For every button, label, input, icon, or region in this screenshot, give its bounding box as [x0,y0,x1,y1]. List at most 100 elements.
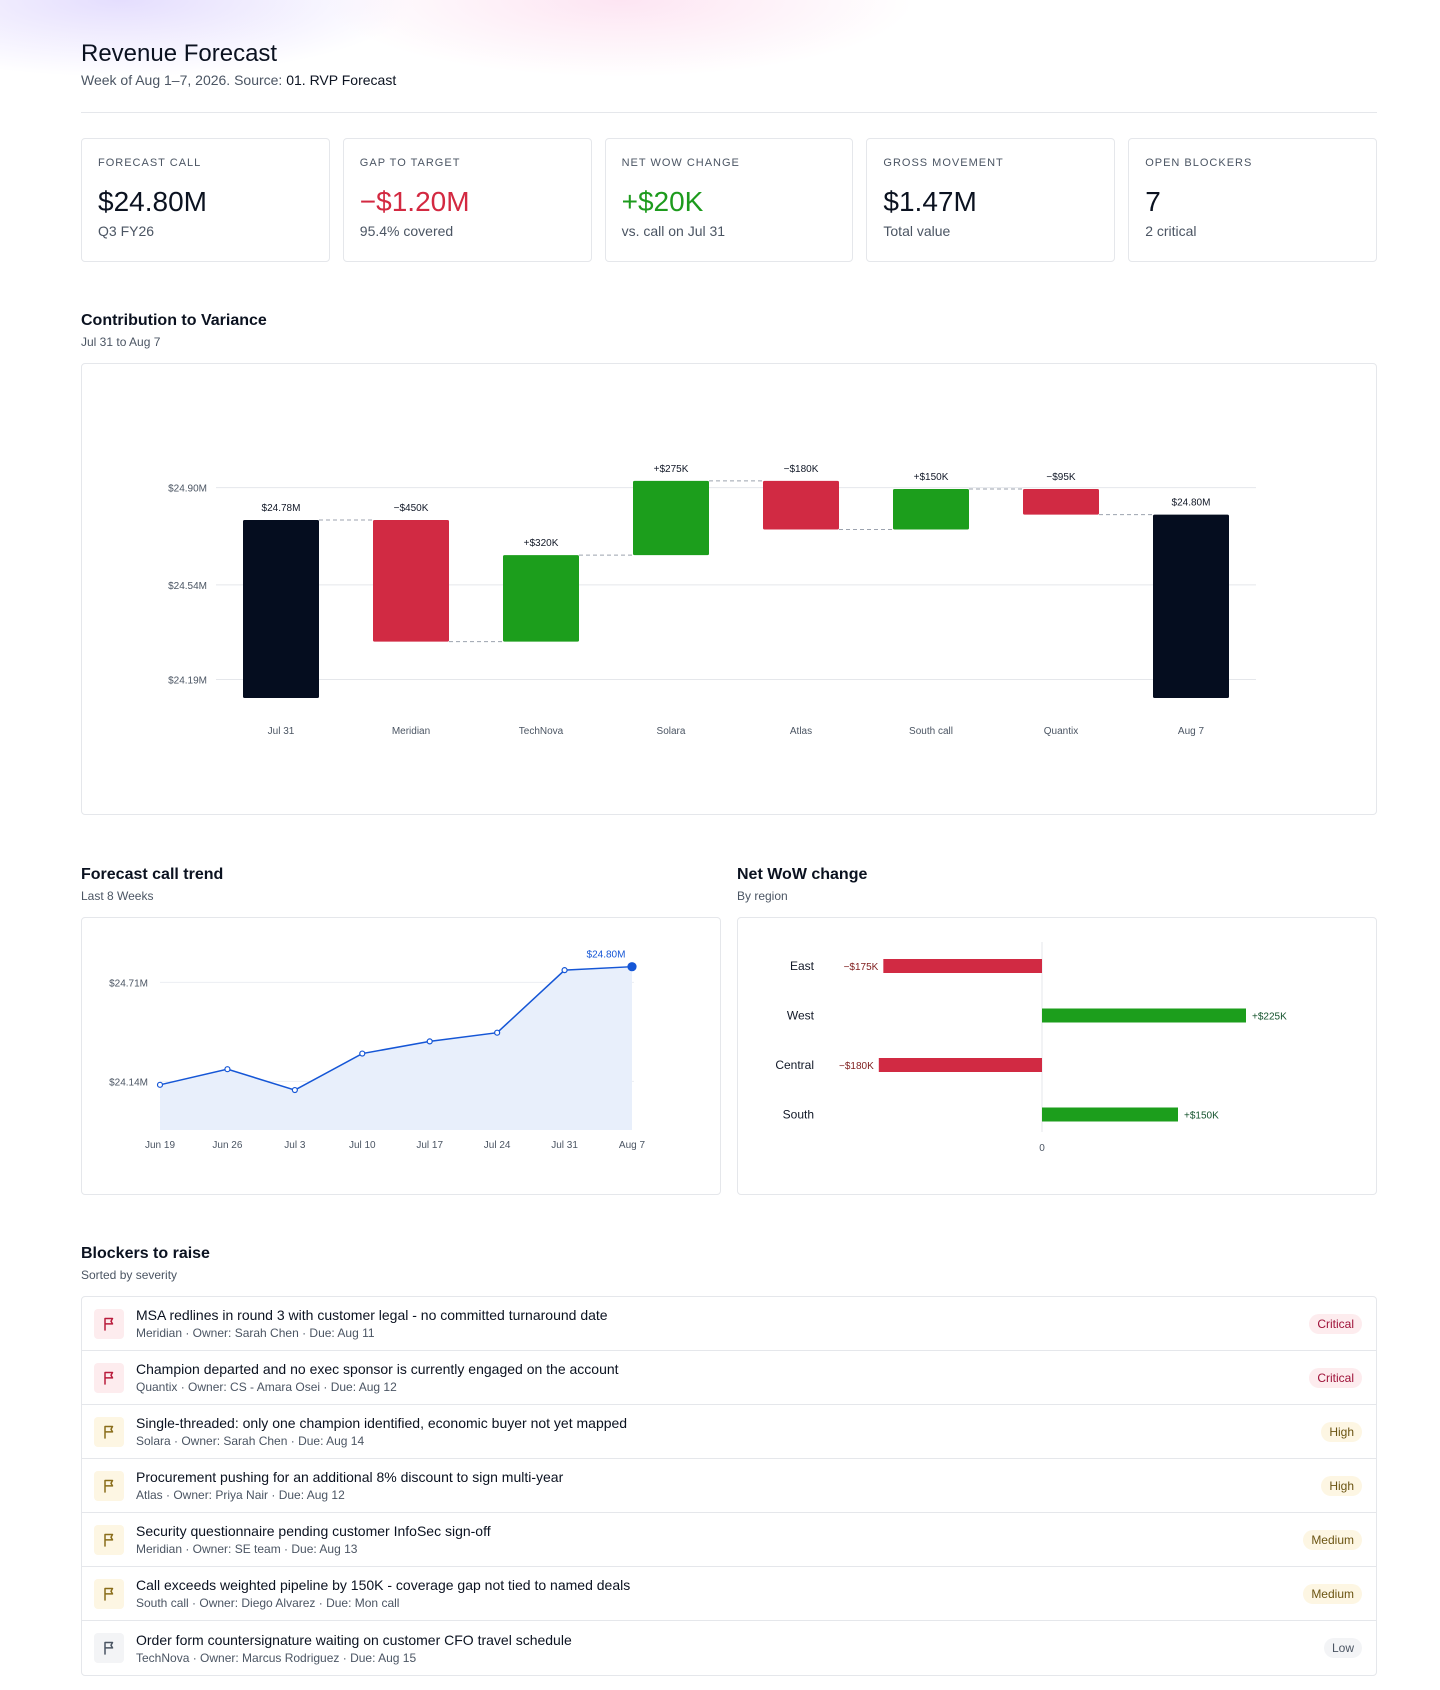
severity-badge: Medium [1303,1529,1362,1550]
blocker-text: Single-threaded: only one champion ident… [136,1415,1321,1448]
wow-zero-label: 0 [1039,1143,1045,1154]
waterfall-bar [633,480,709,556]
blocker-row[interactable]: Order form countersignature waiting on c… [82,1621,1376,1675]
waterfall-data-label: $24.78M [262,503,301,514]
trend-point [494,1029,501,1036]
kpi-value: −$1.20M [359,186,470,217]
trend-point [426,1038,433,1045]
wow-region-label: East [790,959,815,973]
flag-icon [94,1416,124,1447]
source-name: 01. RVP Forecast [286,72,397,88]
trend-title: Forecast call trend [81,866,224,883]
severity-badge: Medium [1303,1583,1362,1604]
blocker-text: Call exceeds weighted pipeline by 150K -… [136,1577,1303,1610]
kpi-label: FORECAST CALL [98,157,202,169]
waterfall-y-tick: $24.54M [168,581,207,592]
trend-end-label: $24.80M [587,950,626,961]
trend-line [159,965,633,1091]
trend-area [160,966,632,1130]
waterfall-bar [503,555,579,642]
blocker-text: Champion departed and no exec sponsor is… [136,1361,1309,1394]
wow-bar [1042,1008,1246,1023]
blocker-title: Procurement pushing for an additional 8%… [136,1469,564,1485]
waterfall-bar [763,480,839,530]
kpi-label: OPEN BLOCKERS [1145,157,1253,169]
trend-x-tick: Jul 10 [349,1140,376,1151]
trend-y-tick: $24.14M [109,1077,148,1088]
wow-bar [878,1058,1042,1072]
wow-region-label: Central [775,1058,814,1072]
blocker-title: Order form countersignature waiting on c… [136,1631,572,1648]
flag-icon [94,1362,124,1393]
kpi-note: 2 critical [1145,223,1197,239]
waterfall-bar [243,520,319,698]
wow-value-label: +$150K [1184,1111,1219,1122]
blocker-title: MSA redlines in round 3 with customer le… [136,1307,608,1323]
waterfall-y-tick: $24.90M [168,484,207,495]
wow-value-label: −$175K [844,962,879,973]
severity-badge: Low [1323,1638,1362,1658]
blocker-title: Call exceeds weighted pipeline by 150K -… [136,1577,631,1593]
variance-section: Contribution to Variance Jul 31 to Aug 7… [81,312,1377,815]
trend-subtitle: Last 8 Weeks [81,889,154,903]
flag-icon [94,1633,124,1663]
trend-x-tick: Jul 3 [284,1140,306,1151]
blocker-meta: Meridian · Owner: SE team · Due: Aug 13 [136,1542,358,1556]
kpi-value: $1.47M [883,186,977,217]
blockers-list: MSA redlines in round 3 with customer le… [81,1296,1377,1676]
blocker-meta: Meridian · Owner: Sarah Chen · Due: Aug … [136,1326,375,1340]
blocker-meta: South call · Owner: Diego Alvarez · Due:… [136,1596,400,1610]
kpi-card: GROSS MOVEMENT $1.47M Total value [866,138,1116,262]
waterfall-x-tick: Aug 7 [1178,726,1205,737]
trend-y-tick: $24.71M [109,978,148,989]
trend-point [627,962,637,972]
kpi-note: Q3 FY26 [98,223,155,239]
waterfall-chart-card: $24.19M $24.54M $24.90M $24.78M Jul 31 −$450K… [81,363,1377,815]
blocker-title: Security questionnaire pending customer … [136,1523,491,1539]
waterfall-bar [1023,488,1099,515]
blocker-row[interactable]: Champion departed and no exec sponsor is… [82,1351,1376,1405]
wow-bar [883,959,1042,973]
page-title: Revenue Forecast [81,40,278,67]
blocker-meta: Atlas · Owner: Priya Nair · Due: Aug 12 [136,1488,345,1502]
severity-badge: Critical [1309,1367,1362,1388]
waterfall-x-tick: Solara [657,726,686,737]
trend-x-tick: Jun 19 [145,1140,175,1151]
trend-point [561,967,568,974]
waterfall-data-label: $24.80M [1172,498,1211,509]
kpi-value: 7 [1145,186,1161,217]
page: Revenue Forecast Week of Aug 1–7, 2026. … [81,0,1377,1676]
severity-badge: High [1321,1421,1362,1442]
kpi-note: 95.4% covered [359,223,454,239]
waterfall-x-tick: Quantix [1044,726,1078,737]
kpi-value: +$20K [621,186,704,217]
blocker-row[interactable]: Security questionnaire pending customer … [82,1513,1376,1567]
blocker-title: Champion departed and no exec sponsor is… [136,1361,619,1377]
trend-x-tick: Jul 17 [416,1140,443,1151]
trend-section: Forecast call trend Last 8 Weeks $24.14M… [81,866,721,1195]
page-subtitle: Week of Aug 1–7, 2026. Source: 01. RVP F… [81,72,1377,88]
trend-x-tick: Jul 24 [484,1140,511,1151]
blockers-section: Blockers to raise Sorted by severity MSA… [81,1245,1377,1676]
blocker-text: Order form countersignature waiting on c… [136,1632,1324,1665]
waterfall-bar [1153,514,1229,698]
waterfall-x-tick: Atlas [790,726,812,737]
blocker-row[interactable]: MSA redlines in round 3 with customer le… [82,1297,1376,1351]
wow-bar [1042,1107,1178,1122]
waterfall-chart: $24.19M $24.54M $24.90M $24.78M Jul 31 −$450K… [168,464,1256,737]
blocker-row[interactable]: Procurement pushing for an additional 8%… [82,1459,1376,1513]
flag-icon [94,1308,124,1339]
blocker-row[interactable]: Call exceeds weighted pipeline by 150K -… [82,1567,1376,1621]
kpi-card: OPEN BLOCKERS 7 2 critical [1128,138,1377,262]
blocker-title: Single-threaded: only one champion ident… [136,1415,628,1431]
trend-x-tick: Aug 7 [619,1140,646,1151]
wow-chart: 0 East −$175K West +$225K Central −$180K South +… [775,942,1287,1154]
blocker-text: Security questionnaire pending customer … [136,1523,1303,1556]
kpi-label: NET WOW CHANGE [621,157,740,169]
kpi-label: GAP TO TARGET [359,157,461,169]
wow-value-label: −$180K [839,1061,874,1072]
subtitle-prefix: Week of Aug 1–7, 2026. Source: [81,72,283,88]
blocker-row[interactable]: Single-threaded: only one champion ident… [82,1405,1376,1459]
waterfall-data-label: −$95K [1046,472,1076,483]
trend-x-tick: Jul 31 [551,1140,578,1151]
